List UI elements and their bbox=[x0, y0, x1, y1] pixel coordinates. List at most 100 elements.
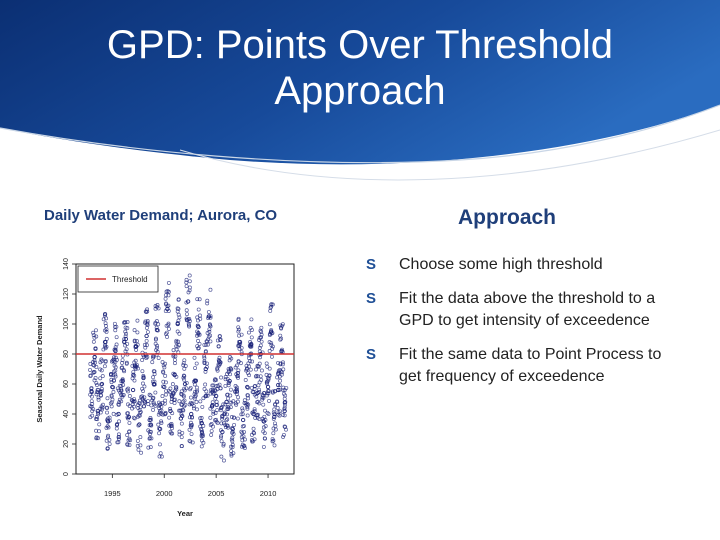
data-point bbox=[176, 297, 181, 302]
data-point bbox=[193, 366, 198, 371]
data-point bbox=[241, 434, 246, 439]
data-point bbox=[273, 427, 278, 432]
data-point bbox=[132, 404, 136, 409]
data-point bbox=[94, 436, 99, 441]
data-point bbox=[121, 368, 126, 372]
data-point bbox=[271, 426, 276, 431]
legend-box bbox=[77, 265, 159, 293]
header-background bbox=[0, 0, 720, 181]
y-tick-label: 140 bbox=[63, 258, 70, 270]
data-point bbox=[153, 304, 158, 308]
data-point bbox=[104, 405, 109, 410]
data-point bbox=[92, 358, 97, 363]
s-bullet-icon: S bbox=[366, 256, 377, 273]
data-point bbox=[106, 416, 110, 421]
data-point bbox=[139, 450, 144, 455]
data-point bbox=[146, 445, 151, 450]
data-point bbox=[221, 402, 226, 407]
data-point bbox=[272, 443, 277, 448]
data-point bbox=[258, 355, 262, 360]
data-point bbox=[280, 360, 285, 365]
data-point bbox=[273, 402, 278, 407]
data-point bbox=[252, 437, 257, 442]
data-point bbox=[179, 402, 184, 407]
data-point bbox=[255, 415, 260, 420]
data-point bbox=[104, 316, 109, 321]
data-point bbox=[156, 356, 161, 361]
data-point bbox=[149, 417, 153, 422]
data-point bbox=[215, 383, 220, 388]
data-point bbox=[262, 431, 267, 436]
data-point bbox=[163, 296, 168, 301]
data-point bbox=[124, 360, 129, 365]
data-point bbox=[278, 323, 283, 328]
data-point bbox=[109, 394, 114, 399]
data-point bbox=[236, 395, 241, 400]
data-point bbox=[208, 315, 213, 320]
chart-caption: Daily Water Demand; Aurora, CO bbox=[44, 207, 278, 224]
data-point bbox=[170, 382, 175, 387]
data-point bbox=[248, 367, 253, 372]
data-point bbox=[94, 417, 98, 421]
data-point bbox=[120, 394, 125, 399]
data-point bbox=[184, 300, 189, 305]
data-point bbox=[218, 338, 222, 343]
data-point bbox=[253, 374, 258, 379]
data-point bbox=[145, 307, 150, 312]
data-point bbox=[280, 370, 284, 375]
data-point bbox=[240, 412, 245, 417]
data-point bbox=[193, 389, 198, 394]
data-point bbox=[202, 356, 207, 361]
data-point bbox=[261, 444, 266, 449]
data-point bbox=[159, 454, 164, 459]
data-point bbox=[271, 410, 276, 415]
data-point bbox=[200, 432, 205, 437]
data-point bbox=[105, 396, 110, 401]
data-point bbox=[228, 393, 233, 398]
data-point bbox=[112, 347, 117, 352]
data-point bbox=[116, 388, 121, 393]
data-point bbox=[145, 354, 150, 359]
data-point bbox=[113, 374, 118, 379]
data-point bbox=[236, 327, 241, 332]
data-point bbox=[141, 381, 145, 386]
data-point bbox=[271, 438, 276, 443]
data-point bbox=[117, 434, 121, 439]
data-point bbox=[132, 416, 137, 421]
data-point bbox=[96, 410, 101, 415]
y-tick-label: 80 bbox=[63, 350, 70, 358]
data-point bbox=[119, 399, 124, 404]
data-point bbox=[97, 429, 101, 434]
data-point bbox=[164, 389, 168, 394]
data-point bbox=[163, 398, 168, 403]
data-point bbox=[170, 411, 175, 416]
data-point bbox=[245, 384, 250, 390]
data-point bbox=[219, 454, 224, 459]
data-point bbox=[177, 408, 182, 413]
data-point bbox=[182, 398, 187, 403]
data-point bbox=[177, 432, 182, 437]
data-point bbox=[98, 376, 103, 381]
data-point bbox=[212, 391, 217, 396]
data-point bbox=[231, 451, 236, 456]
data-point bbox=[209, 432, 214, 437]
chart-svg: 0 20 40 60 80 100 120 140 1995 2000 2005 2010 Thre… bbox=[32, 252, 312, 520]
data-point bbox=[258, 374, 263, 379]
data-point bbox=[260, 416, 265, 421]
data-point bbox=[105, 446, 110, 451]
data-point bbox=[131, 399, 136, 404]
data-point bbox=[234, 392, 239, 396]
data-point bbox=[196, 346, 201, 350]
data-point bbox=[161, 363, 166, 368]
data-point bbox=[283, 402, 287, 407]
data-point bbox=[188, 400, 193, 405]
data-point bbox=[127, 420, 132, 425]
data-point bbox=[177, 315, 182, 320]
data-point bbox=[201, 433, 205, 438]
data-point bbox=[169, 423, 174, 428]
data-point bbox=[166, 289, 171, 294]
data-point bbox=[197, 297, 202, 302]
data-point bbox=[213, 411, 218, 415]
data-point bbox=[279, 372, 284, 377]
data-point bbox=[184, 280, 189, 285]
